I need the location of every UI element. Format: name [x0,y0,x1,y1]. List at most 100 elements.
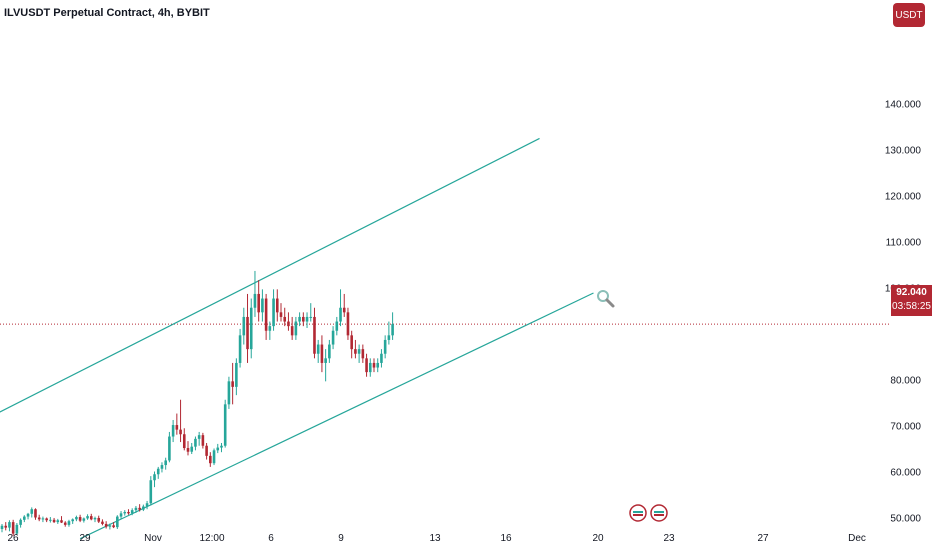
candle [294,316,298,340]
candle [182,428,186,451]
time-tick-label: 20 [592,533,604,544]
time-axis[interactable]: 26 29 Nov 12:00 6 9 13 16 20 23 27 Dec [7,533,865,544]
candle [380,349,383,368]
candle [26,512,30,520]
candle [264,293,268,340]
candle [130,508,134,516]
zoom-icon[interactable] [597,290,615,308]
candle [387,321,391,345]
upper-channel-line[interactable] [0,137,540,444]
candle [60,516,63,524]
candle [30,507,34,518]
candle [34,508,37,520]
candle [171,419,175,443]
candle [261,289,264,322]
candle [138,504,141,512]
candle [368,358,372,377]
time-tick-label: 6 [268,533,274,544]
candle [209,452,212,467]
candle [235,358,238,396]
candle [279,303,283,322]
candle [290,316,294,340]
price-tick-label: 70.000 [890,422,921,433]
candle [328,339,331,363]
candle [324,349,327,382]
time-tick-label: 12:00 [199,533,224,544]
candle [346,307,350,340]
candle [320,335,324,373]
time-tick-label: 26 [7,533,19,544]
candle [283,307,287,327]
candle [164,457,167,470]
bar-countdown: 03:58:25 [892,301,931,312]
time-tick-label: 27 [757,533,769,544]
candle [253,270,257,317]
time-tick-label: Dec [848,533,866,544]
candle [246,293,249,363]
price-tick-label: 50.000 [890,514,921,525]
time-tick-label: 9 [338,533,344,544]
candle [101,519,104,526]
candle [37,514,41,522]
candle [223,399,227,448]
candle [63,521,67,527]
candle [11,519,15,536]
candle [313,307,316,359]
candle [216,443,220,454]
candle [201,432,205,449]
time-tick-label: 13 [429,533,441,544]
candle [0,523,4,533]
candle [391,312,394,340]
candle [272,289,275,331]
price-tick-label: 140.000 [885,100,922,111]
candle [108,523,112,530]
price-tick-label: 110.000 [886,238,922,249]
candle [149,476,153,506]
candle [316,339,320,363]
candle [342,293,346,317]
candle [331,326,335,350]
candle [56,518,60,524]
candle [15,523,19,535]
candle [179,399,182,443]
candle [231,362,234,405]
candle [78,514,82,523]
last-price-value: 92.040 [896,287,927,298]
candle [104,521,108,529]
candle [123,510,127,516]
candle [86,514,89,520]
price-tick-label: 130.000 [885,146,922,157]
candle [335,316,339,336]
candle [227,376,231,409]
event-icon[interactable] [629,504,647,522]
candle [309,303,313,322]
candle [383,335,387,359]
candle [242,307,246,345]
candle [357,344,361,363]
time-tick-label: 16 [500,533,512,544]
time-tick-label: Nov [144,533,162,544]
candle [376,358,380,373]
event-icon[interactable] [650,504,668,522]
candle [89,513,93,521]
candle [112,522,115,529]
candle [119,511,123,520]
candle [8,520,11,532]
candle [67,519,71,527]
candle [339,289,342,327]
trendlines[interactable] [0,137,594,540]
candle [4,522,8,531]
currency-button[interactable]: USDT [893,3,925,27]
price-tick-label: 120.000 [885,192,922,203]
candle [186,441,190,456]
time-tick-label: 23 [663,533,675,544]
lower-channel-line[interactable] [79,292,594,540]
price-tick-label: 60.000 [890,468,921,479]
candle [93,516,97,523]
candle [220,442,223,453]
time-tick-label: 29 [79,533,91,544]
candle [153,471,156,488]
candle [145,500,149,510]
candle [257,280,260,322]
